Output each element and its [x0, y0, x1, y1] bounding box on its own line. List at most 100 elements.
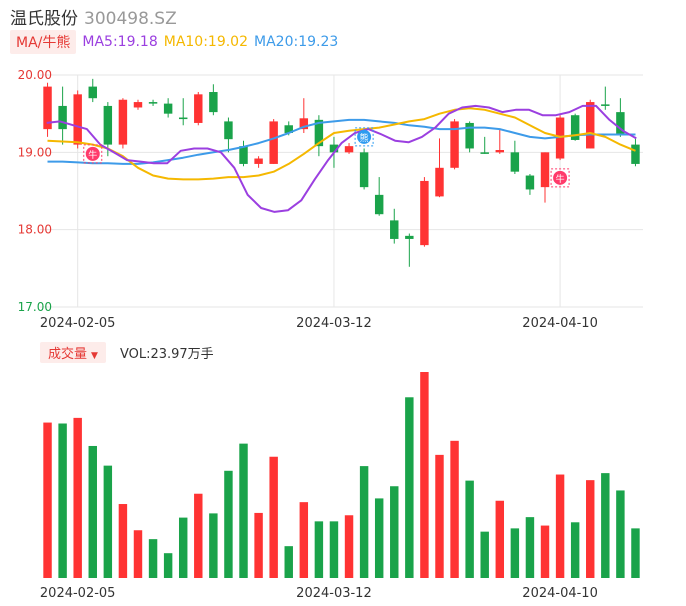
ma5-label: MA5:19.18 — [82, 34, 158, 50]
y-tick-label: 17.00 — [18, 300, 52, 314]
candle-body — [88, 86, 97, 99]
volume-bar — [631, 528, 640, 578]
candle-body — [374, 194, 384, 215]
volume-bar — [148, 539, 158, 578]
y-tick-label: 19.00 — [18, 145, 52, 159]
candle-body — [540, 152, 550, 188]
candle-body — [616, 112, 625, 136]
volume-bar — [344, 515, 354, 578]
candle-body — [329, 144, 339, 153]
candle-body — [570, 115, 580, 140]
volume-bar — [299, 502, 309, 578]
caret-down-icon: ▼ — [91, 350, 98, 361]
candle-body — [465, 122, 474, 149]
candle-body — [163, 103, 173, 114]
volume-bar — [254, 512, 263, 578]
volume-bar — [555, 474, 565, 578]
candle-body — [224, 121, 233, 140]
volume-bar — [58, 423, 67, 578]
volume-bar — [435, 454, 444, 578]
candle-body — [73, 94, 82, 145]
candle-body — [269, 121, 278, 164]
ma-legend: MA/牛熊 MA5:19.18 MA10:19.02 MA20:19.23 — [10, 30, 344, 54]
volume-bar — [329, 521, 339, 578]
candle-body — [344, 146, 354, 153]
signal-marker-label: 牛 — [88, 149, 97, 161]
volume-bar — [540, 525, 550, 578]
volume-x-tick-label: 2024-02-05 — [40, 586, 116, 601]
candle-body — [103, 105, 113, 145]
volume-value: VOL:23.97万手 — [119, 346, 214, 362]
ma-mode-tag[interactable]: MA/牛熊 — [10, 30, 77, 54]
candle-body — [480, 152, 489, 154]
signal-marker-label: 牛 — [556, 173, 565, 185]
candle-body — [194, 94, 203, 123]
stock-name: 温氏股份 — [10, 9, 78, 29]
volume-bar — [405, 397, 414, 578]
volume-bar — [359, 466, 369, 578]
volume-bar — [133, 530, 143, 578]
volume-bar — [118, 504, 128, 578]
signal-marker-frame — [83, 144, 103, 164]
volume-bar — [178, 517, 188, 578]
x-tick-label: 2024-03-12 — [296, 316, 372, 331]
volume-bar — [586, 480, 595, 578]
volume-bar — [284, 546, 293, 578]
candle-body — [58, 105, 67, 130]
candle-body — [284, 125, 293, 133]
x-tick-label: 2024-02-05 — [40, 316, 116, 331]
volume-bar — [480, 531, 489, 578]
candle-body — [495, 150, 505, 153]
candle-body — [450, 121, 459, 168]
stock-header: 温氏股份 300498.SZ — [10, 4, 177, 29]
candle-body — [510, 152, 520, 172]
ma20-label: MA20:19.23 — [254, 34, 339, 50]
candle-body — [390, 220, 399, 239]
volume-bar — [616, 490, 625, 578]
candle-body — [239, 146, 248, 164]
candle-body — [314, 119, 324, 147]
volume-legend: 成交量 ▼ VOL:23.97万手 — [40, 341, 214, 363]
volume-bar — [209, 513, 218, 578]
x-tick-label: 2024-04-10 — [522, 316, 598, 331]
volume-bar — [163, 553, 173, 578]
candle-body — [118, 99, 128, 145]
stock-code: 300498.SZ — [84, 9, 177, 29]
volume-x-tick-label: 2024-04-10 — [522, 586, 598, 601]
volume-tag-label: 成交量 — [48, 346, 88, 362]
volume-bar — [450, 440, 459, 578]
volume-bar — [43, 422, 52, 578]
volume-bar — [103, 465, 113, 578]
volume-bar — [495, 500, 505, 578]
volume-bar — [73, 417, 82, 578]
y-tick-label: 20.00 — [18, 68, 52, 82]
candle-body — [359, 152, 369, 188]
volume-bar — [374, 498, 384, 578]
candle-body — [601, 104, 610, 106]
candle-body — [43, 86, 52, 130]
volume-bar — [465, 480, 474, 578]
volume-x-tick-label: 2024-03-12 — [296, 586, 372, 601]
volume-tag[interactable]: 成交量 ▼ — [40, 341, 106, 363]
signal-marker-icon — [85, 146, 100, 161]
volume-bar — [239, 443, 248, 578]
signal-marker-label: 熊 — [360, 132, 369, 144]
signal-marker-frame — [354, 127, 374, 147]
candle-body — [254, 158, 263, 164]
signal-marker-frame — [550, 168, 570, 188]
volume-bar — [510, 528, 520, 578]
volume-bar — [194, 493, 203, 578]
ma5-line — [46, 104, 637, 213]
volume-bar — [88, 445, 97, 578]
candle-body — [420, 180, 429, 246]
volume-bar — [314, 521, 324, 578]
candle-body — [586, 102, 595, 149]
candle-body — [405, 235, 414, 239]
candle-body — [133, 102, 143, 108]
volume-bar — [570, 522, 580, 578]
candle-body — [178, 117, 188, 120]
candle-body — [631, 144, 640, 164]
candle-body — [209, 92, 218, 113]
